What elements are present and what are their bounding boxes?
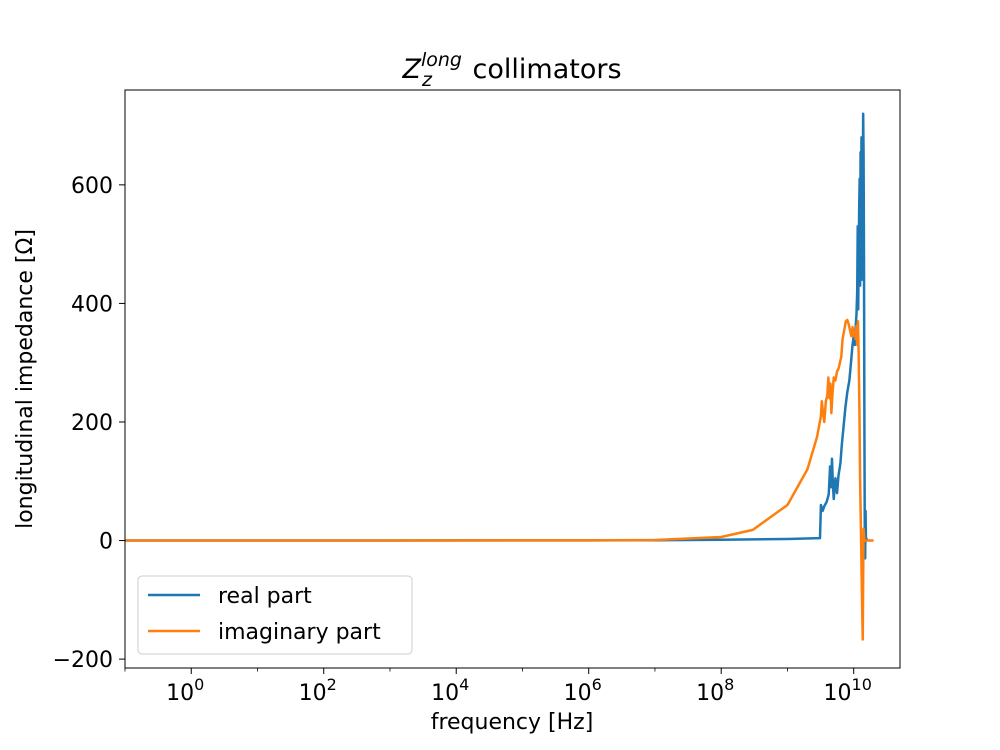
plot-frame bbox=[124, 89, 901, 669]
legend: real part imaginary part bbox=[137, 575, 413, 655]
y-axis: −200 0 200 400 600 bbox=[53, 174, 125, 673]
title-superscript: long bbox=[421, 49, 462, 71]
legend-label-real: real part bbox=[218, 584, 312, 609]
x-axis: 100 102 104 106 108 1010 bbox=[124, 668, 872, 706]
legend-box bbox=[137, 575, 413, 655]
chart-title: Zlong z collimators bbox=[401, 49, 621, 91]
x-tick-label: 100 bbox=[166, 675, 204, 706]
series-line-real-part bbox=[124, 112, 869, 560]
title-symbol: Z bbox=[401, 54, 421, 85]
x-tick-label: 106 bbox=[564, 675, 602, 706]
title-text: collimators bbox=[473, 54, 622, 85]
x-tick-label: 1010 bbox=[824, 675, 872, 706]
x-tick-label: 108 bbox=[696, 675, 734, 706]
y-tick-label: 200 bbox=[71, 411, 113, 436]
x-tick-label: 102 bbox=[299, 675, 337, 706]
x-axis-label: frequency [Hz] bbox=[431, 710, 594, 735]
y-tick-label: 600 bbox=[71, 174, 113, 199]
y-tick-label: −200 bbox=[53, 648, 113, 673]
y-tick-label: 0 bbox=[99, 530, 113, 555]
series-layer bbox=[124, 112, 874, 641]
series-line-imaginary-part bbox=[124, 318, 874, 641]
title-subscript: z bbox=[421, 69, 433, 91]
legend-label-imaginary: imaginary part bbox=[218, 620, 381, 645]
x-tick-label: 104 bbox=[431, 675, 469, 706]
y-tick-label: 400 bbox=[71, 292, 113, 317]
y-axis-label: longitudinal impedance [Ω] bbox=[13, 229, 38, 529]
